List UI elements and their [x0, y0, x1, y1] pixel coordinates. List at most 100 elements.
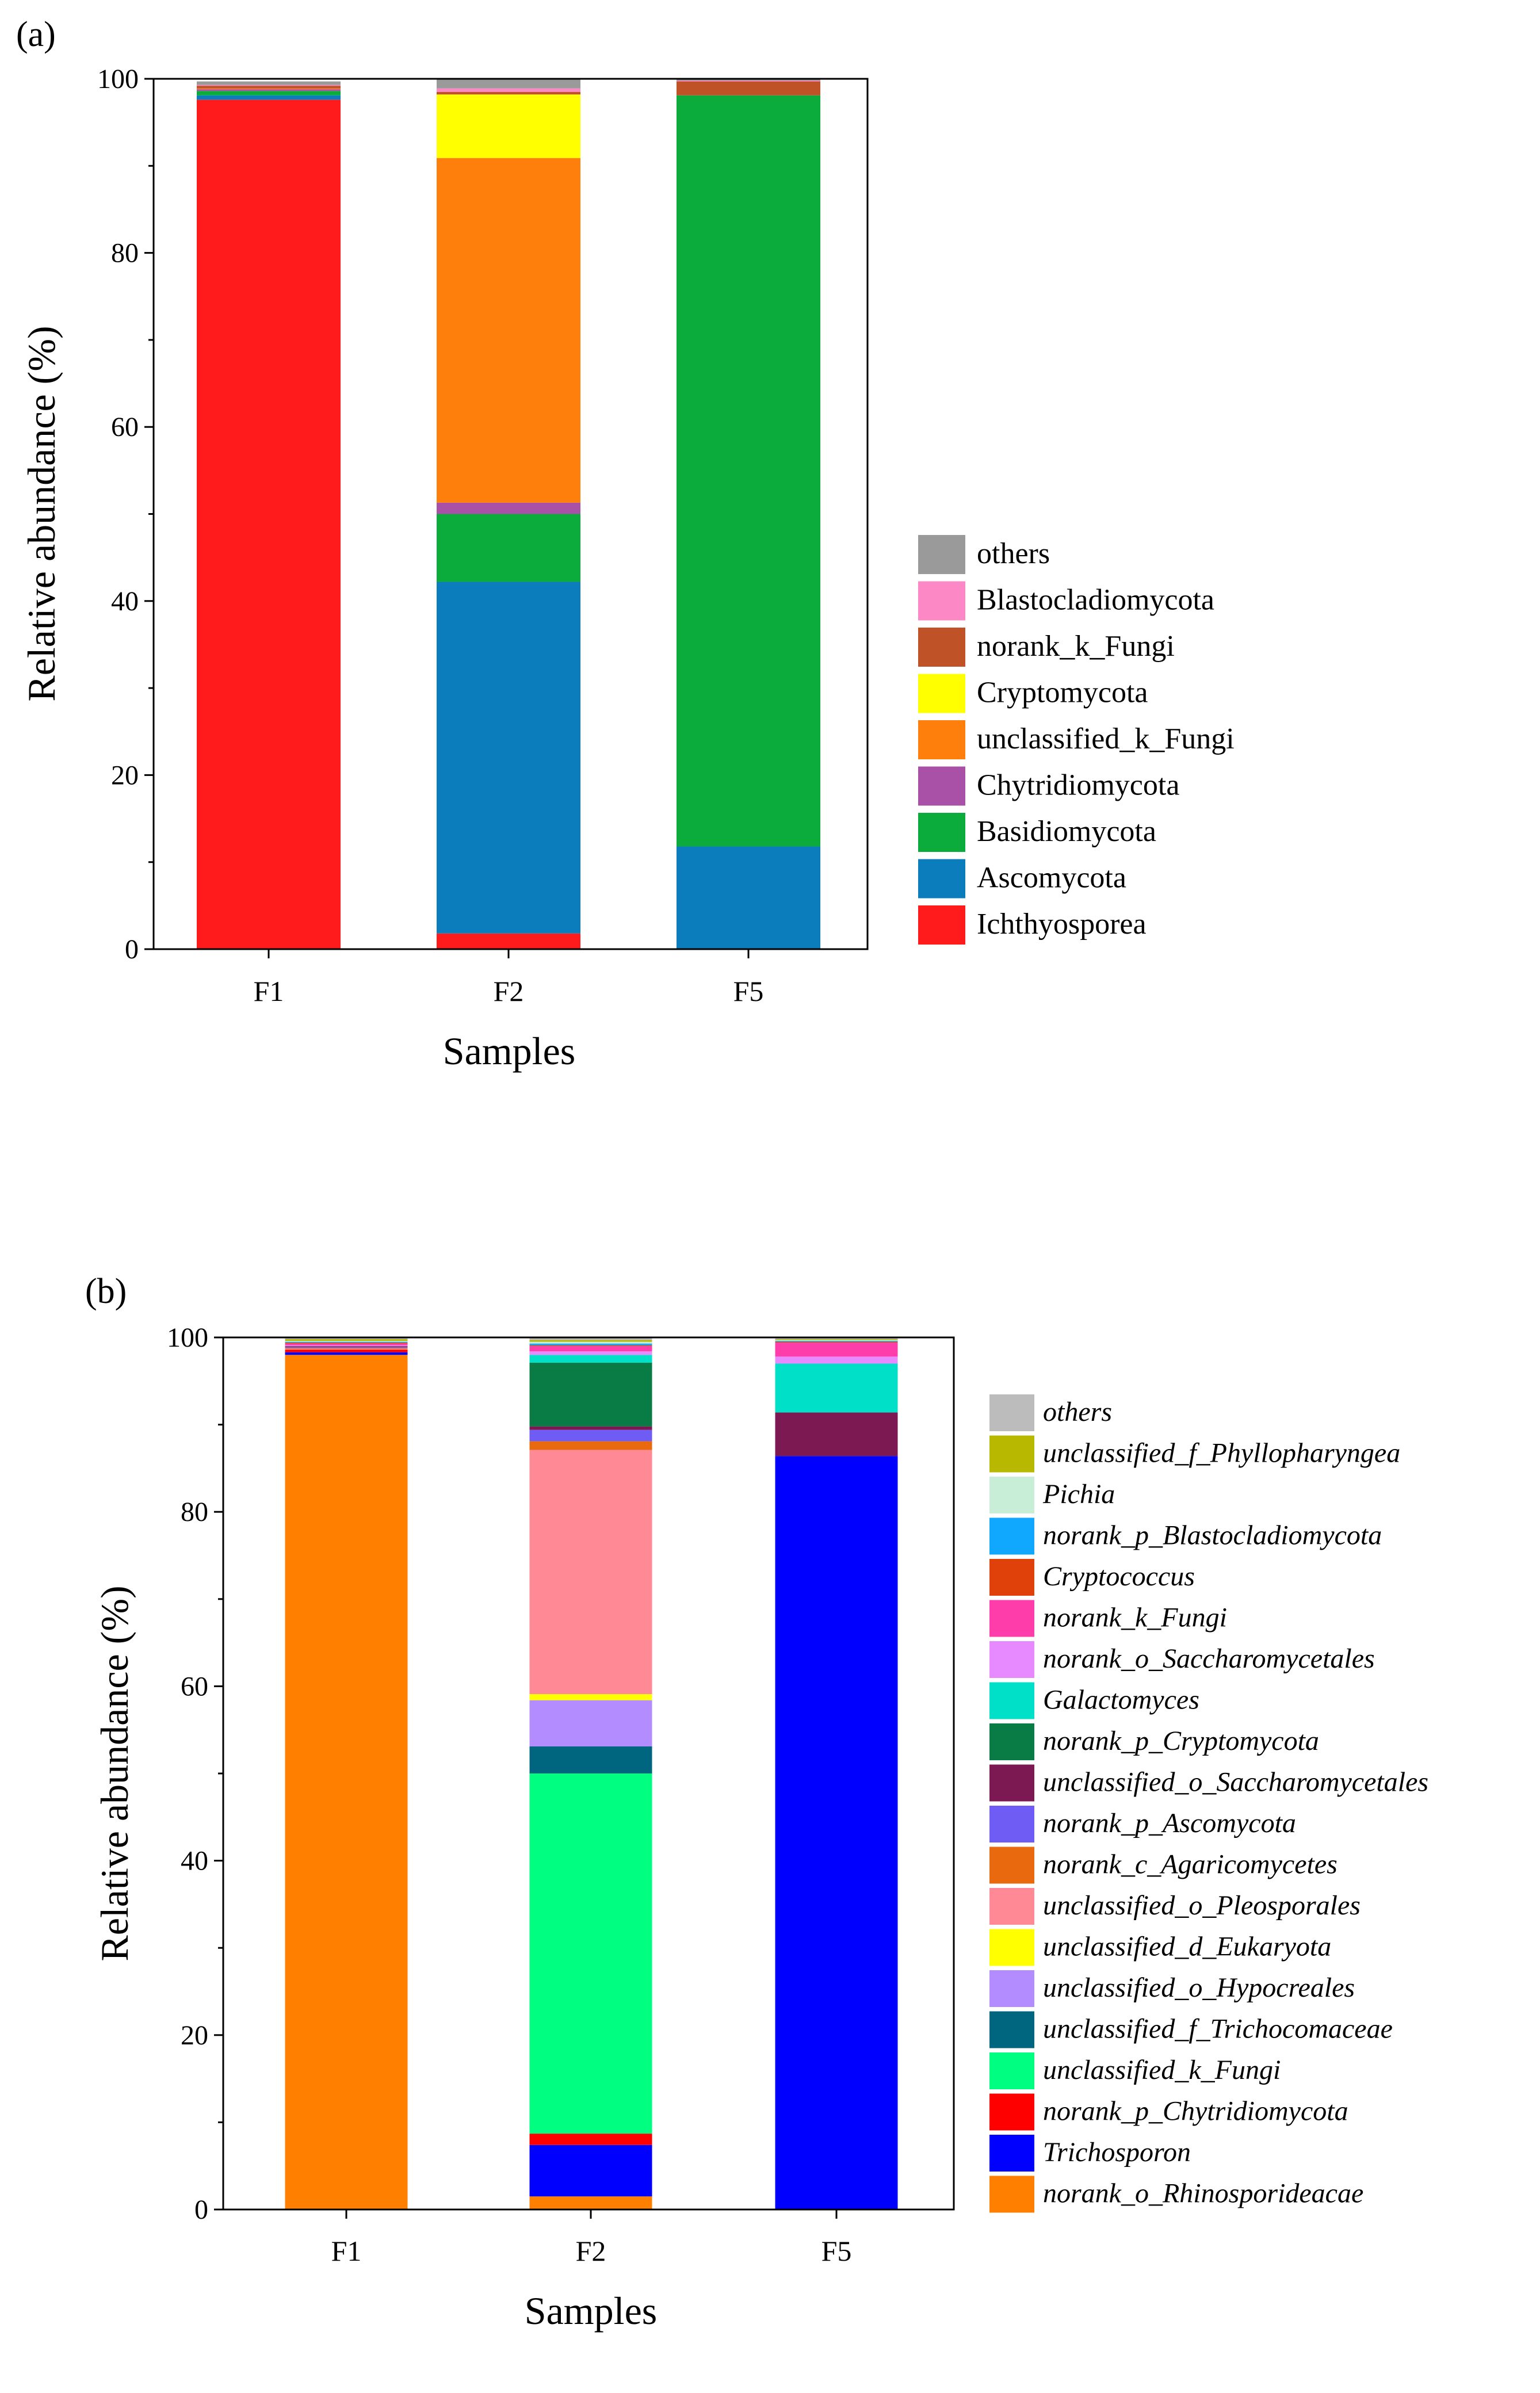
bar-segment-f2-ichthyosporea — [437, 933, 580, 949]
bar-segment-f1-norank-c-agaricomycetes — [285, 1348, 408, 1349]
panel-a-y-axis-label: Relative abundance (%) — [20, 326, 63, 701]
x-tick-label-f2: F2 — [494, 975, 524, 1007]
legend-swatch-norank-p-cryptomycota — [989, 1723, 1034, 1760]
bar-segment-f5-norank-p-blastocladiomycota — [775, 1341, 898, 1342]
legend-swatch-blastocladiomycota — [918, 581, 965, 621]
bar-segment-f5-trichosporon — [775, 1456, 898, 2209]
panel-a-label: (a) — [16, 15, 56, 54]
y-tick-label-100: 100 — [167, 1322, 208, 1353]
bar-segment-f1-norank-p-ascomycota — [285, 1347, 408, 1348]
legend-swatch-cryptococcus — [989, 1559, 1034, 1596]
legend-label-unclassified-d-eukaryota: unclassified_d_Eukaryota — [1043, 1932, 1331, 1962]
legend-swatch-unclassified-d-eukaryota — [989, 1929, 1034, 1966]
bar-segment-f2-chytridiomycota — [437, 502, 580, 514]
legend-label-norank-o-saccharomycetales: norank_o_Saccharomycetales — [1043, 1643, 1375, 1674]
bar-segment-f5-unclassified-o-saccharomycetales — [775, 1412, 898, 1457]
panel-b-legend: others unclassified_f_Phyllopharyngea Pich… — [989, 1394, 1428, 2213]
bar-segment-f2-ascomycota — [437, 582, 580, 934]
legend-label-pichia: Pichia — [1042, 1479, 1115, 1509]
legend-swatch-unclassified-k-fungi — [989, 2052, 1034, 2089]
legend-swatch-ichthyosporea — [918, 905, 965, 945]
bar-segment-f2-norank-k-fungi — [437, 91, 580, 95]
y-tick-label-20: 20 — [111, 760, 139, 790]
legend-swatch-chytridiomycota — [918, 766, 965, 806]
y-tick-label-100: 100 — [97, 64, 139, 94]
bar-segment-f1-unclassified-o-pleosporales — [285, 1348, 408, 1350]
panel-a-y-ticks: 0 20 40 60 80 100 — [97, 64, 154, 965]
bar-segment-f2-unclassified-k-fungi — [437, 158, 580, 503]
panel-b-x-ticks: F1 F2 F5 — [331, 2209, 851, 2267]
y-tick-label-40: 40 — [111, 586, 139, 617]
y-tick-label-20: 20 — [181, 2020, 208, 2051]
legend-label-unclassified-f-phyllopharyngea: unclassified_f_Phyllopharyngea — [1043, 1438, 1400, 1469]
bar-segment-f5-others — [775, 1337, 898, 1340]
panel-a-bars — [197, 79, 820, 949]
bar-segment-f2-galactomyces — [529, 1355, 652, 1363]
legend-label-galactomyces: Galactomyces — [1043, 1685, 1199, 1715]
legend-swatch-norank-o-saccharomycetales — [989, 1641, 1034, 1678]
bar-segment-f5-galactomyces — [775, 1363, 898, 1413]
legend-swatch-basidiomycota — [918, 813, 965, 852]
bar-segment-f2-unclassified-d-eukaryota — [529, 1694, 652, 1700]
legend-swatch-unclassified-o-hypocreales — [989, 1970, 1034, 2007]
x-tick-label-f1: F1 — [254, 975, 284, 1007]
y-tick-label-40: 40 — [181, 1846, 208, 1876]
panel-b-x-axis-label: Samples — [525, 2289, 657, 2333]
legend-label-norank-p-blastocladiomycota: norank_p_Blastocladiomycota — [1043, 1520, 1382, 1551]
y-tick-label-60: 60 — [111, 412, 139, 442]
bar-segment-f2-norank-c-agaricomycetes — [529, 1441, 652, 1450]
bar-segment-f2-norank-p-ascomycota — [529, 1429, 652, 1442]
bar-segment-f5-others — [677, 79, 820, 81]
legend-label-others: others — [1043, 1397, 1112, 1427]
legend-label-unclassified-o-hypocreales: unclassified_o_Hypocreales — [1043, 1972, 1355, 2003]
panel-b-bars — [285, 1336, 898, 2209]
legend-label-norank-k-fungi: norank_k_Fungi — [977, 630, 1175, 663]
panel-b-y-axis-label: Relative abundance (%) — [93, 1585, 136, 1961]
bar-segment-f2-blastocladiomycota — [437, 88, 580, 92]
panel-b-y-ticks: 0 20 40 60 80 100 — [167, 1322, 223, 2225]
legend-swatch-norank-p-chytridiomycota — [989, 2093, 1034, 2131]
x-tick-label-f1: F1 — [331, 2235, 362, 2267]
bar-segment-f1-ascomycota — [197, 95, 341, 100]
x-tick-label-f2: F2 — [576, 2235, 606, 2267]
bar-segment-f5-unclassified-f-phyllopharyngea — [775, 1339, 898, 1340]
bar-segment-f2-cryptococcus — [529, 1345, 652, 1347]
panel-b: (b) 0 20 40 60 80 100 F1 F2 F5 Samples Relative… — [85, 1272, 1428, 2333]
legend-label-ichthyosporea: Ichthyosporea — [977, 908, 1147, 941]
y-tick-label-80: 80 — [111, 238, 139, 269]
bar-segment-f2-norank-p-cryptomycota — [529, 1362, 652, 1427]
bar-segment-f2-basidiomycota — [437, 514, 580, 582]
legend-label-others: others — [977, 537, 1050, 570]
bar-segment-f5-cryptococcus — [775, 1341, 898, 1343]
legend-swatch-unclassified-k-fungi — [918, 720, 965, 759]
bar-segment-f2-unclassified-o-hypocreales — [529, 1700, 652, 1747]
bar-segment-f5-pichia — [775, 1340, 898, 1341]
legend-label-ascomycota: Ascomycota — [977, 861, 1126, 894]
bar-segment-f2-pichia — [529, 1341, 652, 1344]
bar-segment-f2-unclassified-f-trichocomaceae — [529, 1746, 652, 1773]
legend-swatch-ascomycota — [918, 859, 965, 899]
legend-label-norank-p-ascomycota: norank_p_Ascomycota — [1043, 1808, 1296, 1838]
bar-segment-f2-unclassified-k-fungi — [529, 1773, 652, 2134]
legend-swatch-unclassified-f-trichocomaceae — [989, 2011, 1034, 2048]
bar-segment-f2-others — [437, 79, 580, 89]
legend-label-norank-o-rhinosporideacae: norank_o_Rhinosporideacae — [1043, 2178, 1363, 2209]
legend-label-norank-c-agaricomycetes: norank_c_Agaricomycetes — [1043, 1849, 1338, 1880]
bar-segment-f2-norank-p-blastocladiomycota — [529, 1343, 652, 1345]
panel-a-legend: others Blastocladiomycota norank_k_Fungi Cr… — [918, 535, 1235, 945]
bar-segment-f1-unclassified-o-saccharomycetales — [285, 1346, 408, 1347]
bar-segment-f1-norank-p-blastocladiomycota — [285, 1341, 408, 1343]
legend-label-unclassified-o-saccharomycetales: unclassified_o_Saccharomycetales — [1043, 1767, 1428, 1798]
y-tick-label-0: 0 — [194, 2195, 208, 2225]
bar-segment-f1-others — [197, 81, 341, 85]
legend-swatch-norank-o-rhinosporideacae — [989, 2176, 1034, 2213]
bar-segment-f1-norank-o-saccharomycetales — [285, 1345, 408, 1347]
legend-swatch-others — [989, 1394, 1034, 1431]
x-tick-label-f5: F5 — [733, 975, 764, 1007]
bar-segment-f1-norank-p-chytridiomycota — [285, 1350, 408, 1352]
legend-swatch-norank-p-ascomycota — [989, 1806, 1034, 1842]
legend-label-blastocladiomycota: Blastocladiomycota — [977, 583, 1214, 616]
legend-label-chytridiomycota: Chytridiomycota — [977, 769, 1179, 801]
legend-label-trichosporon: Trichosporon — [1043, 2137, 1191, 2168]
